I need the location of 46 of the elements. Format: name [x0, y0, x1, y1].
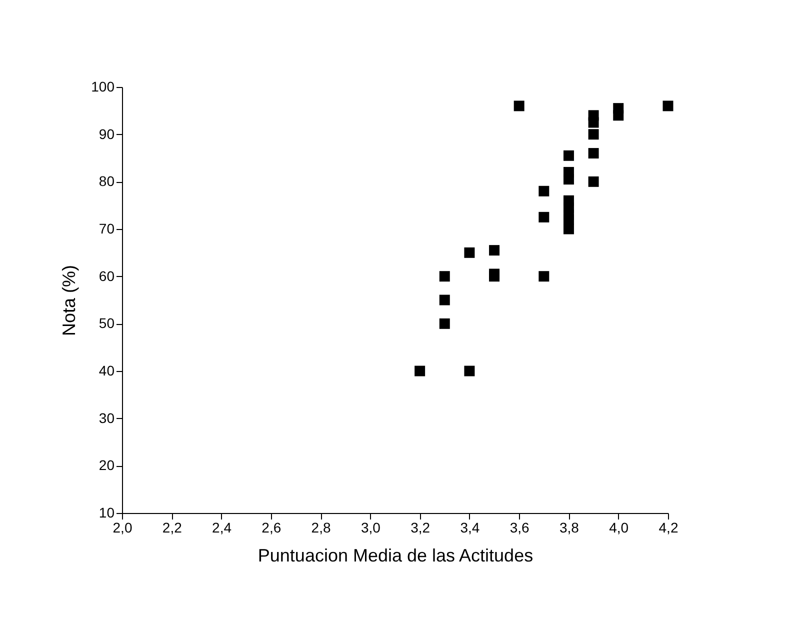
point: [563, 150, 574, 161]
y-tick-label: 100: [91, 78, 115, 94]
point: [439, 318, 450, 329]
x-tick-label: 3,2: [410, 520, 430, 536]
point: [439, 294, 450, 306]
point: [464, 247, 475, 258]
x-tick-label: 2,2: [162, 520, 182, 536]
point: [414, 366, 426, 376]
x-tick-label: 4,2: [658, 520, 678, 536]
x-tick-label: 2,6: [262, 520, 282, 536]
y-tick-label: 50: [98, 315, 115, 332]
point: [563, 224, 574, 234]
y-tick-label: 40: [98, 362, 115, 378]
point: [489, 245, 500, 256]
point: [588, 129, 599, 140]
x-tick-label: 3,8: [559, 520, 580, 536]
point: [563, 214, 574, 225]
point: [538, 212, 550, 222]
point: [588, 117, 599, 128]
y-tick-label: 70: [98, 220, 115, 236]
x-tick-label: 2,8: [311, 520, 331, 536]
point: [613, 110, 624, 121]
y-tick-label: 80: [98, 173, 115, 190]
point: [514, 100, 524, 112]
x-axis-title: Puntuacion Media de las Actitudes: [258, 546, 534, 566]
point: [489, 271, 500, 282]
x-tick-label: 2,4: [212, 520, 232, 536]
y-tick-label: 60: [98, 268, 115, 284]
y-tick-label: 20: [98, 457, 115, 474]
point: [538, 271, 550, 282]
point: [588, 176, 599, 187]
x-tick-label: 3,4: [460, 520, 480, 536]
point: [563, 174, 574, 185]
point: [538, 186, 550, 196]
x-tick-label: 4,0: [609, 520, 629, 536]
point: [588, 148, 599, 159]
x-tick-label: 3,0: [360, 520, 381, 536]
y-axis-title: Nota (%): [59, 264, 80, 336]
point: [464, 366, 475, 376]
x-tick-label: 3,6: [510, 520, 530, 536]
y-tick-label: 90: [98, 126, 115, 142]
y-tick-label: 10: [98, 504, 115, 520]
point: [439, 271, 450, 282]
point: [662, 100, 674, 112]
x-tick-label: 2,0: [112, 520, 132, 536]
y-tick-label: 30: [98, 410, 115, 426]
